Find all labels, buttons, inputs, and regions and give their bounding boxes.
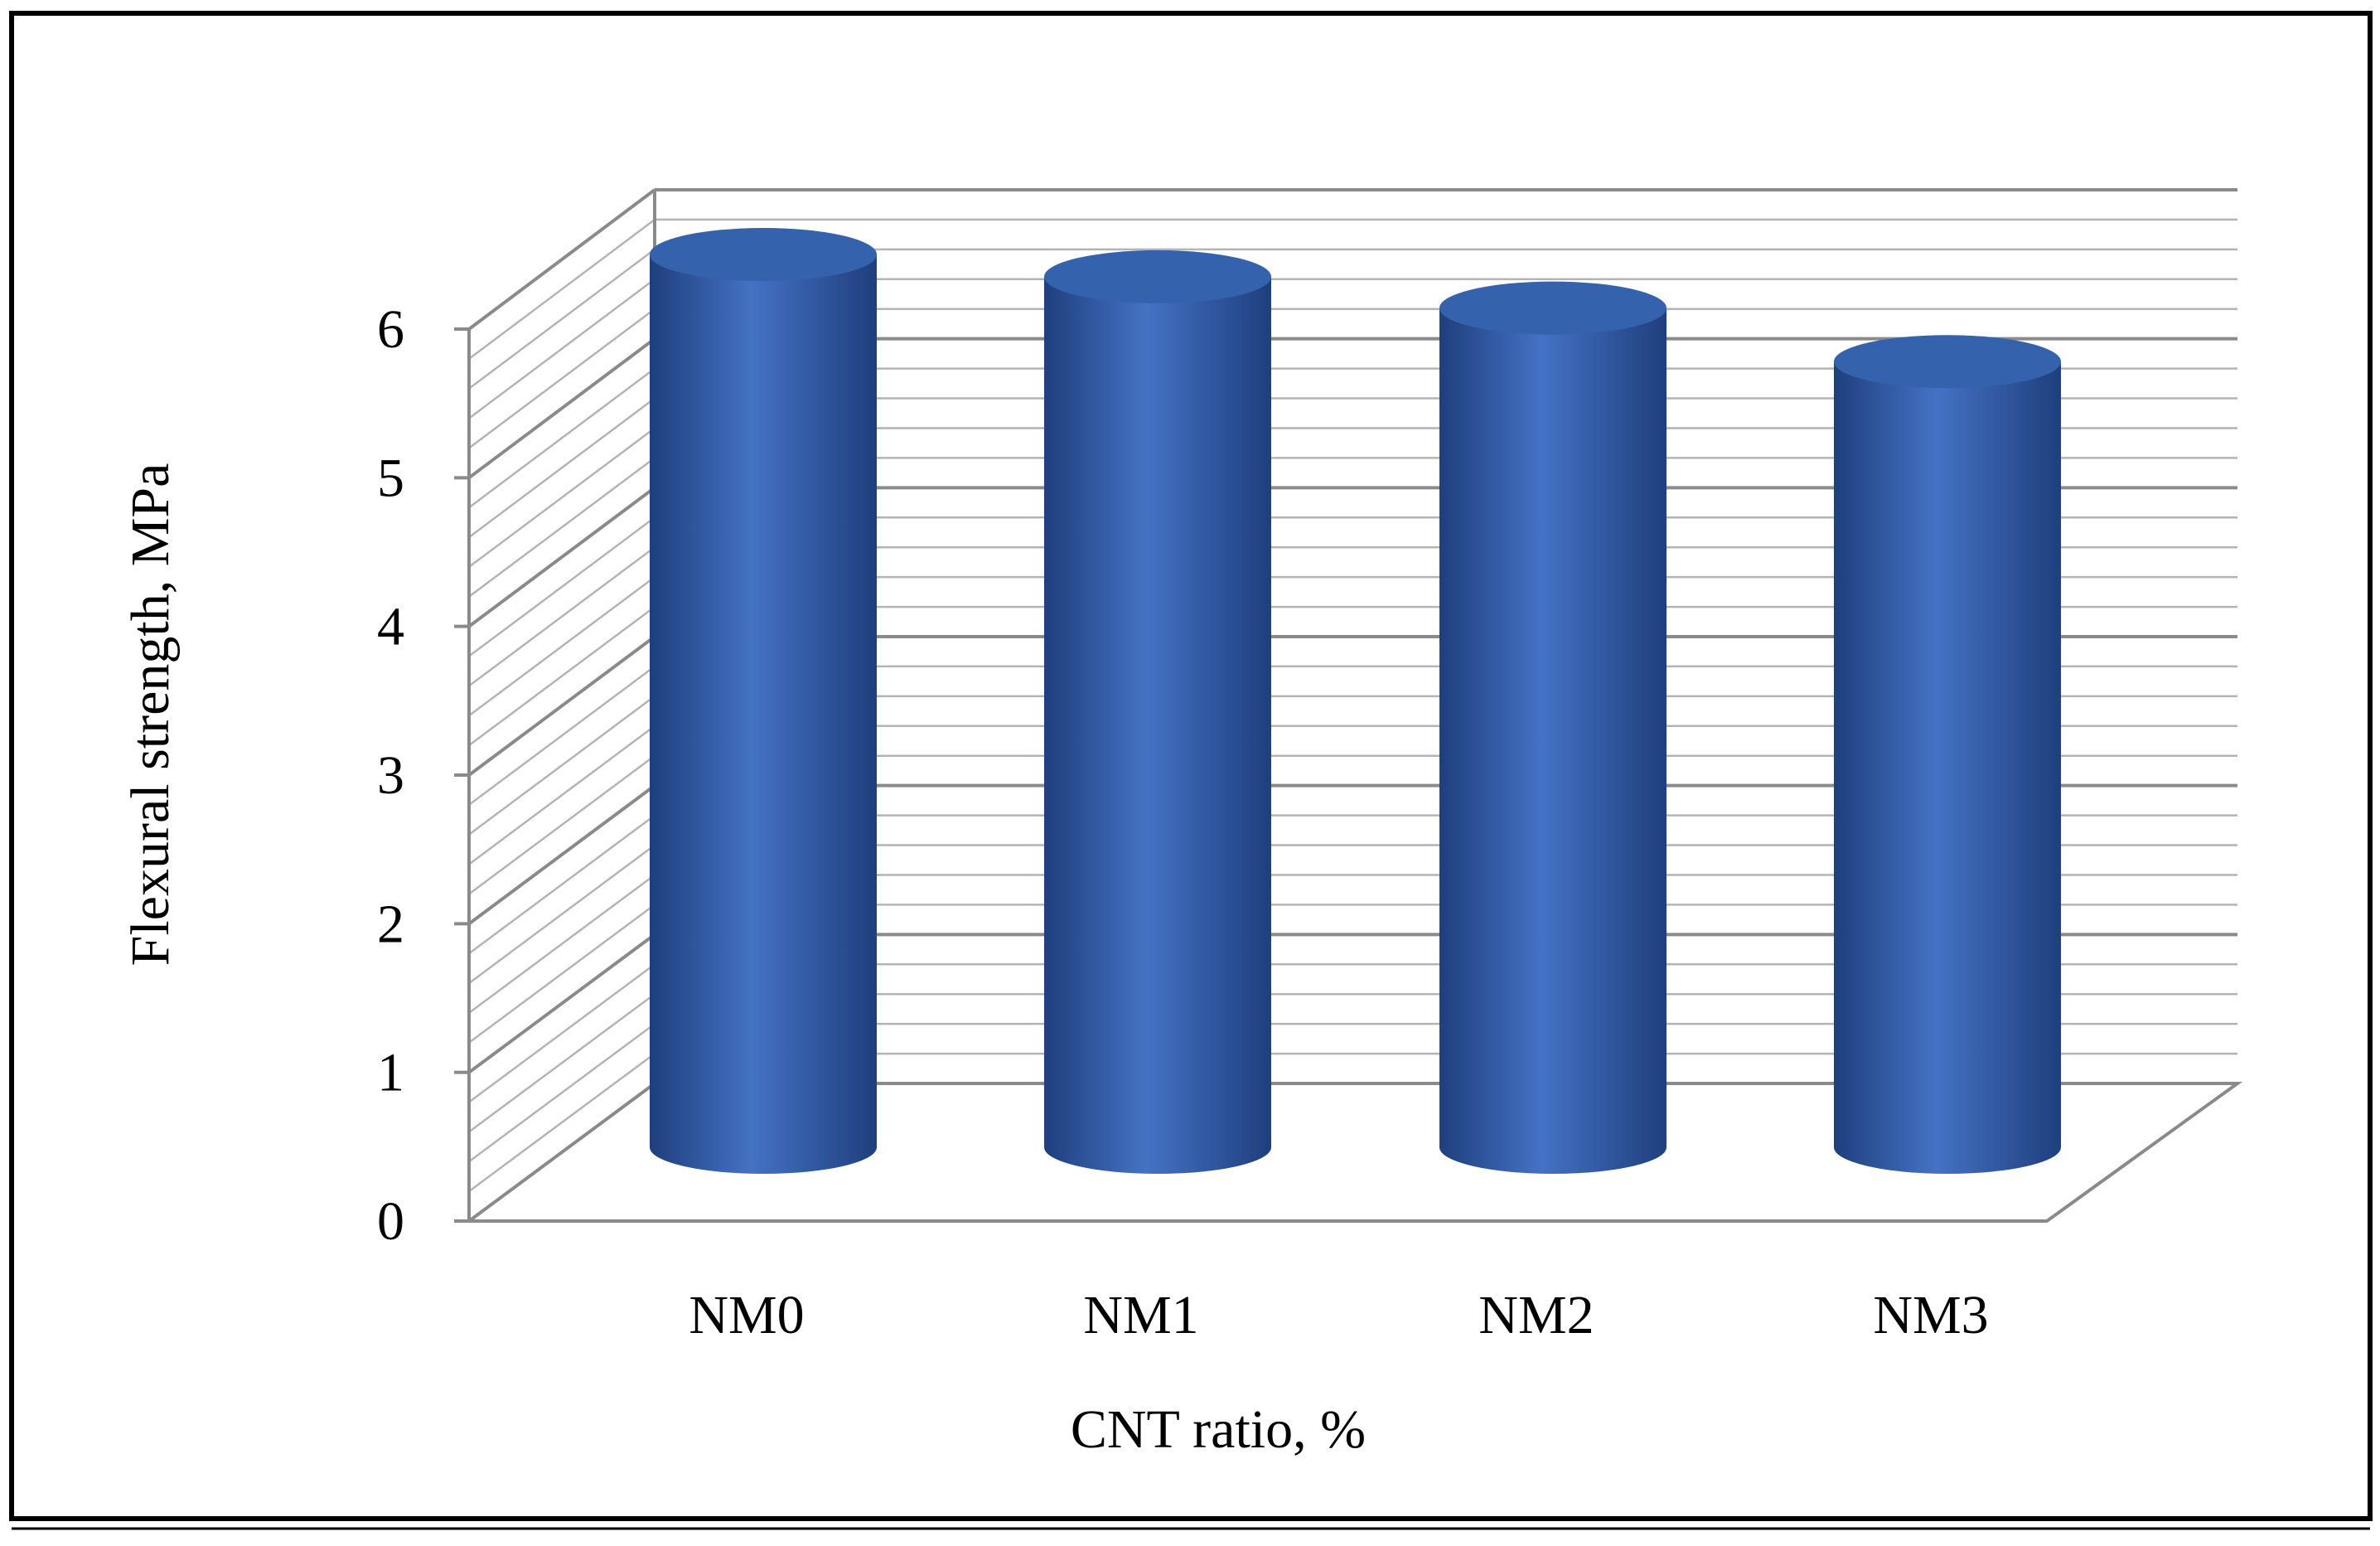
bar-top-cap [650,228,877,281]
side-wall-gridline-minor [468,248,655,390]
side-wall-gridline-minor [468,546,655,687]
x-tick-label: NM0 [689,1285,804,1345]
bar-group [1044,250,1271,1174]
side-wall-gridline-minor [468,874,655,1014]
side-wall-gridline-minor [468,308,655,449]
side-wall-gridline-major [467,635,656,777]
side-wall-gridline-minor [468,606,655,747]
side-wall-gridline-major [467,1082,656,1223]
side-wall-gridline-minor [468,814,655,955]
side-wall-gridline-minor [468,367,655,509]
side-wall-gridline-major [467,188,656,331]
side-wall-gridline-minor [468,1023,655,1163]
side-wall-gridline-minor [468,725,655,865]
x-tick-label: NM1 [1083,1285,1198,1345]
x-tick-label: NM2 [1478,1285,1594,1345]
bar-body [1044,276,1271,1174]
bar-body [1834,361,2061,1174]
bar-group [650,228,877,1174]
bar-top-cap [1439,281,1666,335]
side-wall-gridline-minor [468,457,655,598]
side-wall-gridline-minor [468,904,655,1044]
y-tick-label: 2 [377,894,404,954]
side-wall-gridline-major [467,337,656,479]
bar-group [1834,335,2061,1174]
side-wall-gridline-minor [468,1053,655,1193]
side-wall-gridline-major [467,784,656,925]
side-wall-gridline-minor [468,218,655,360]
side-wall-gridline-minor [468,993,655,1133]
y-tick-label: 5 [377,448,404,508]
bar-body [650,254,877,1174]
side-wall-gridline-minor [468,516,655,657]
side-wall-gridline-minor [468,397,655,539]
side-wall-gridline-minor [468,576,655,717]
side-wall-gridline-minor [468,844,655,985]
y-tick-label: 0 [377,1191,404,1252]
bar-layer [650,228,2061,1174]
side-wall-gridline-minor [468,278,655,419]
side-wall-gridline-minor [468,665,655,806]
bar-body [1439,308,1666,1174]
text-layer: Flexural strength, MPa CNT ratio, % 0 1 2 3… [120,299,1989,1460]
bar-top-cap [1834,335,2061,389]
y-tick-label: 1 [377,1043,404,1103]
y-axis-label: Flexural strength, MPa [120,463,181,967]
side-wall-gridline-minor [468,427,655,568]
side-wall-gridline-minor [468,754,655,895]
bar-top-cap [1044,250,1271,303]
side-wall-gridline-minor [468,695,655,836]
y-tick-label: 4 [377,597,404,657]
bar-group [1439,281,1666,1174]
side-wall-gridline-major [467,486,656,628]
x-axis-label: CNT ratio, % [1071,1399,1366,1460]
x-tick-label: NM3 [1873,1285,1988,1345]
side-wall-gridline-minor [468,963,655,1103]
y-tick-label: 6 [377,299,404,360]
side-wall-gridline-major [467,933,656,1074]
y-tick-label: 3 [377,745,404,806]
